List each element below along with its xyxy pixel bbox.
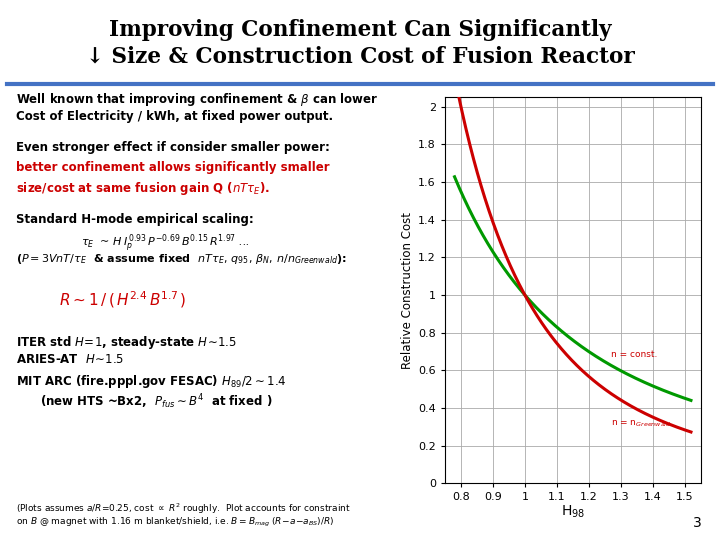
Text: ($P = 3Vn T/\tau_E$  & assume fixed  $n T\tau_E,\,q_{95},\,\beta_N,\,n/n_{Greenw: ($P = 3Vn T/\tau_E$ & assume fixed $n T\… — [16, 252, 346, 266]
Text: 3: 3 — [693, 516, 702, 530]
Text: n = n$_{Greenwald}$: n = n$_{Greenwald}$ — [611, 418, 672, 429]
Text: n = const.: n = const. — [611, 350, 657, 359]
X-axis label: H$_{98}$: H$_{98}$ — [561, 504, 585, 520]
Text: MIT ARC (fire.pppl.gov FESAC) $H_{89}/2 \sim 1.4$: MIT ARC (fire.pppl.gov FESAC) $H_{89}/2 … — [16, 373, 287, 389]
Text: Standard H-mode empirical scaling:: Standard H-mode empirical scaling: — [16, 213, 253, 226]
Text: (Plots assumes $a/R$=0.25, cost $\propto$ $R^2$ roughly.  Plot accounts for cons: (Plots assumes $a/R$=0.25, cost $\propto… — [16, 501, 351, 516]
Text: (new HTS ~Bx2,  $P_{fus} \sim B^4$  at fixed ): (new HTS ~Bx2, $P_{fus} \sim B^4$ at fix… — [40, 392, 272, 411]
Text: on $B$ @ magnet with 1.16 m blanket/shield, i.e. $B = B_{mag}\ (R\!-\!a\!-\!a_{B: on $B$ @ magnet with 1.16 m blanket/shie… — [16, 516, 334, 529]
Text: $\tau_E$  ~ $H\,I_p^{\,0.93}\,P^{-0.69}\,B^{0.15}\,R^{1.97}$ ...: $\tau_E$ ~ $H\,I_p^{\,0.93}\,P^{-0.69}\,… — [81, 233, 250, 255]
Text: ITER std $H\!=\!1$, steady-state $H\!\sim\!1.5$: ITER std $H\!=\!1$, steady-state $H\!\si… — [16, 334, 237, 350]
Text: size/cost at same fusion gain Q ($n T\tau_E$).: size/cost at same fusion gain Q ($n T\ta… — [16, 180, 270, 197]
Text: Improving Confinement Can Significantly: Improving Confinement Can Significantly — [109, 19, 611, 41]
Text: Well known that improving confinement & $\beta$ can lower: Well known that improving confinement & … — [16, 91, 378, 107]
Y-axis label: Relative Construction Cost: Relative Construction Cost — [401, 212, 414, 369]
Text: ARIES-AT  $H\!\sim\!1.5$: ARIES-AT $H\!\sim\!1.5$ — [16, 353, 124, 366]
Text: Even stronger effect if consider smaller power:: Even stronger effect if consider smaller… — [16, 141, 330, 154]
Text: ↓ Size & Construction Cost of Fusion Reactor: ↓ Size & Construction Cost of Fusion Rea… — [86, 46, 634, 68]
Text: Cost of Electricity / kWh, at fixed power output.: Cost of Electricity / kWh, at fixed powe… — [16, 110, 333, 123]
Text: $R \sim 1\,/\,(\,H^{2.4}\,B^{1.7}\,)$: $R \sim 1\,/\,(\,H^{2.4}\,B^{1.7}\,)$ — [59, 289, 186, 310]
Text: better confinement allows significantly smaller: better confinement allows significantly … — [16, 161, 330, 174]
